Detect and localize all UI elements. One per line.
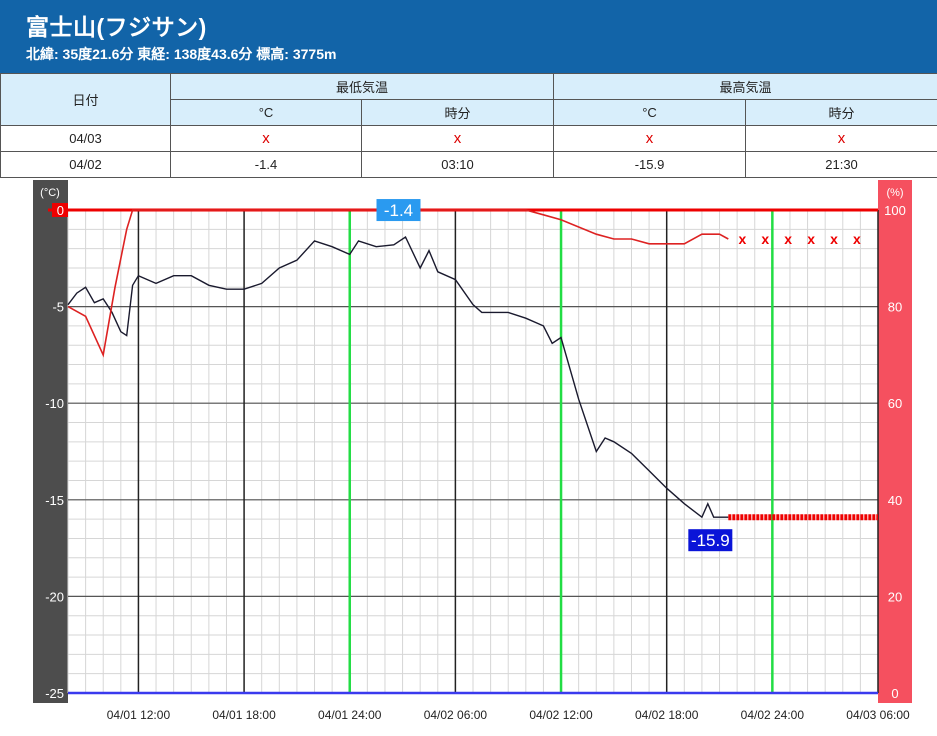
- y-left-tick-label: -20: [45, 589, 64, 604]
- y-left-tick-label: -10: [45, 396, 64, 411]
- x-tick-label: 04/02 12:00: [529, 708, 593, 722]
- humidity-line: [67, 209, 729, 358]
- row-min-value: x: [170, 125, 362, 152]
- row-min-time: 03:10: [360, 151, 555, 178]
- annotation-box: [376, 199, 421, 222]
- temperature-line: [67, 235, 729, 519]
- missing-humidity-marker: x: [830, 231, 838, 247]
- annotation-label: -15.9: [691, 531, 730, 550]
- max-temp-header: 最高気温: [553, 73, 937, 100]
- y-right-tick-label: 20: [888, 589, 902, 604]
- annotation-box: [688, 529, 733, 552]
- max-time-header: 時分: [745, 99, 937, 126]
- row-max-time: 21:30: [745, 151, 937, 178]
- station-header: 富士山(フジサン) 北緯: 35度21.6分 東経: 138度43.6分 標高:…: [0, 0, 937, 73]
- y-left-tick-label: -25: [45, 686, 64, 701]
- y-right-tick-label: 0: [891, 686, 898, 701]
- y-left-tick-label: -15: [45, 493, 64, 508]
- row-min-time: x: [360, 125, 555, 152]
- y-right-tick-label: 60: [888, 396, 902, 411]
- y-left-tick-label: -5: [52, 300, 64, 315]
- y-right-tick-label: 80: [888, 300, 902, 315]
- row-max-value: x: [553, 125, 747, 152]
- table-row: 04/02 -1.4 03:10 -15.9 21:30: [0, 151, 937, 178]
- x-tick-label: 04/01 24:00: [318, 708, 382, 722]
- max-unit-header: °C: [553, 99, 747, 126]
- missing-humidity-marker: x: [739, 231, 747, 247]
- x-tick-label: 04/02 06:00: [424, 708, 488, 722]
- missing-humidity-marker: x: [807, 231, 815, 247]
- y-right-tick-label: 100: [884, 203, 906, 218]
- right-axis-unit: (%): [886, 187, 903, 199]
- date-header: 日付: [0, 73, 171, 126]
- x-tick-label: 04/01 12:00: [107, 708, 171, 722]
- left-axis-unit: (°C): [40, 187, 60, 199]
- row-date: 04/03: [0, 125, 171, 152]
- x-tick-label: 04/01 18:00: [212, 708, 276, 722]
- x-tick-label: 04/02 18:00: [635, 708, 699, 722]
- missing-humidity-marker: x: [853, 231, 861, 247]
- zero-label-bg: [52, 203, 68, 217]
- right-axis-bar: [878, 180, 912, 703]
- left-axis-bar: [33, 180, 68, 703]
- row-max-value: -15.9: [553, 151, 747, 178]
- table-row: 04/03 x x x x: [0, 125, 937, 152]
- annotation-label: -1.4: [384, 201, 413, 220]
- row-max-time: x: [745, 125, 937, 152]
- row-min-value: -1.4: [170, 151, 362, 178]
- min-time-header: 時分: [360, 99, 555, 126]
- x-tick-label: 04/03 06:00: [846, 708, 910, 722]
- station-coordinates: 北緯: 35度21.6分 東経: 138度43.6分 標高: 3775m: [26, 46, 337, 62]
- missing-humidity-marker: x: [761, 231, 769, 247]
- temperature-chart: (°C) (%) 0 -5 -10 -15 -20 -25 100 80 60 40 20 0 04/01 …: [33, 180, 912, 722]
- chart-grid: [67, 209, 879, 694]
- x-tick-label: 04/02 24:00: [741, 708, 805, 722]
- min-temp-header: 最低気温: [169, 73, 555, 100]
- y-right-tick-label: 40: [888, 493, 902, 508]
- min-unit-header: °C: [170, 99, 362, 126]
- y-left-tick-label: 0: [57, 203, 64, 218]
- missing-humidity-marker: x: [784, 231, 792, 247]
- temperature-table: 日付 最低気温 最高気温 °C 時分 °C 時分 04/03 x x x x 0…: [0, 73, 937, 178]
- row-date: 04/02: [0, 151, 171, 178]
- station-title: 富士山(フジサン): [26, 14, 207, 40]
